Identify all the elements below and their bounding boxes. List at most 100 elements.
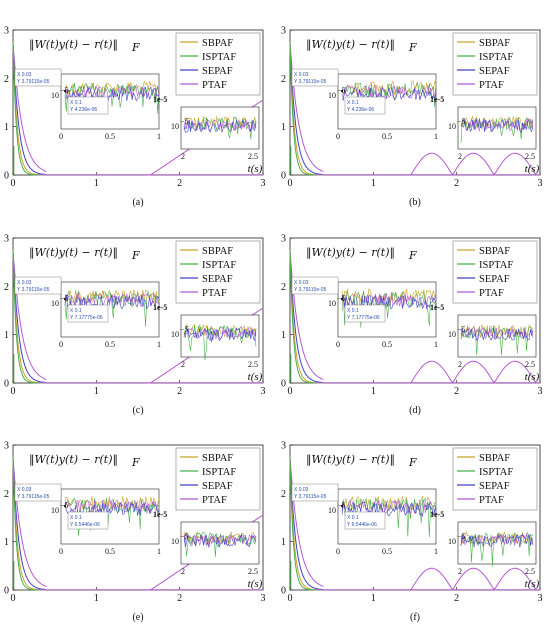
series-line: [289, 250, 324, 384]
x-tick-label: 3: [261, 178, 266, 189]
data-tip-x: X 0.03: [17, 72, 32, 78]
inset-series-line: [64, 83, 160, 114]
y-tick-label: 1: [4, 330, 9, 341]
inset-series-line: [460, 118, 534, 134]
data-tip-x: X 0.03: [294, 280, 309, 286]
series-line: [12, 457, 47, 591]
inset-series-line: [341, 82, 437, 112]
y-tick-label: 2: [281, 489, 286, 500]
inset-y-label-exp: −5: [180, 117, 189, 126]
y-tick-label: 1: [4, 537, 9, 548]
legend-label: SEPAF: [479, 66, 510, 77]
chart-title: ‖W(t)y(t) − r(t)‖: [306, 38, 395, 52]
legend-label: ISPTAF: [202, 260, 236, 271]
data-tip-x: X 0.1: [347, 100, 359, 106]
series-line: [12, 457, 47, 591]
inset-x-tick-label: 0: [59, 547, 63, 556]
inset-series-line: [183, 118, 257, 133]
data-tip-box: [344, 96, 386, 115]
legend-label: ISPTAF: [202, 467, 236, 478]
chart-panel: 0 1 2 3 0 1 2 3 ‖W(t)y(t) − r(t)‖ F SBPAF ISPTAF SEP…: [281, 441, 543, 624]
y-tick-label: 0: [4, 171, 9, 182]
data-tip-y: Y 3.79115e-05: [294, 494, 327, 500]
panel-caption: (f): [410, 612, 420, 623]
data-tip-box: [67, 96, 109, 115]
data-tip-y: Y 6.5446e-06: [347, 522, 377, 528]
x-axis-label: t(s): [525, 163, 540, 175]
inset-exponent: 1e-5: [430, 95, 444, 104]
y-tick-label: 3: [281, 234, 286, 245]
legend-label: SEPAF: [479, 274, 510, 285]
inset-series-line: [183, 119, 257, 133]
inset-series-line: [341, 80, 437, 96]
x-tick-label: 3: [261, 386, 266, 397]
inset-x-tick-label: 0: [59, 340, 63, 349]
inset-x-tick-label: 1: [157, 132, 161, 141]
data-tip-y: Y 3.79115e-05: [17, 494, 50, 500]
inset-x-tick-label: 2: [181, 360, 185, 369]
legend-box: [452, 32, 538, 96]
data-tip-x: X 0.03: [294, 72, 309, 78]
inset-x-tick-label: 2.5: [525, 360, 535, 369]
legend-box: [452, 240, 538, 304]
y-tick-label: 2: [4, 282, 9, 293]
series-line: [289, 457, 324, 591]
chart-panel: 0 1 2 3 0 1 2 3 ‖W(t)y(t) − r(t)‖ F SBPAF ISPTAF SEP…: [4, 234, 266, 417]
legend-label: SEPAF: [202, 66, 233, 77]
inset-series-line: [183, 533, 257, 549]
inset-y-label: 10: [448, 537, 456, 546]
inset-series-line: [64, 294, 160, 310]
chart-title-subscript: F: [408, 456, 417, 469]
data-tip-box: [291, 68, 339, 87]
data-tip-x: X 0.1: [70, 515, 82, 521]
chart-title-subscript: F: [131, 249, 140, 262]
x-tick-label: 0: [288, 386, 293, 397]
y-tick-label: 0: [4, 379, 9, 390]
x-tick-label: 0: [11, 386, 16, 397]
x-tick-label: 2: [177, 593, 182, 604]
x-tick-label: 1: [94, 178, 99, 189]
inset-x-tick-label: 1: [434, 340, 438, 349]
inset-exponent: 1e-5: [430, 510, 444, 519]
y-tick-label: 0: [281, 379, 286, 390]
inset-x-tick-label: 0.5: [382, 340, 392, 349]
data-tip-x: X 0.1: [347, 515, 359, 521]
x-tick-label: 0: [288, 178, 293, 189]
y-tick-label: 1: [281, 122, 286, 133]
inset-x-tick-label: 2: [181, 152, 185, 161]
panel-caption: (b): [409, 197, 421, 208]
legend-box: [452, 447, 538, 511]
legend-label: PTAF: [479, 495, 504, 506]
legend-box: [175, 240, 261, 304]
panel-caption: (c): [132, 405, 143, 416]
y-tick-label: 0: [281, 171, 286, 182]
legend-label: SBPAF: [202, 38, 233, 49]
series-line: [12, 250, 47, 380]
y-tick-label: 3: [4, 26, 9, 37]
data-tip-box: [291, 483, 339, 502]
x-tick-label: 1: [94, 593, 99, 604]
series-line: [12, 250, 47, 384]
legend-label: SBPAF: [479, 246, 510, 257]
inset-exponent: 1e-5: [153, 510, 167, 519]
data-tip-box: [344, 511, 386, 530]
legend-box: [175, 32, 261, 96]
inset-y-label: 10: [171, 330, 179, 339]
x-tick-label: 2: [454, 593, 459, 604]
inset-series-line: [341, 498, 437, 515]
y-tick-label: 1: [4, 122, 9, 133]
inset-y-label-exp: −5: [180, 325, 189, 334]
data-tip-y: Y 3.79115e-05: [17, 287, 50, 293]
legend-label: SBPAF: [479, 453, 510, 464]
series-line: [289, 42, 324, 176]
inset-x-tick-label: 2: [181, 567, 185, 576]
legend-label: ISPTAF: [479, 260, 513, 271]
inset-x-tick-label: 2: [458, 152, 462, 161]
panel-caption: (a): [132, 197, 143, 208]
series-line: [289, 457, 324, 591]
series-line: [410, 567, 537, 591]
y-tick-label: 3: [4, 441, 9, 452]
chart-title-subscript: F: [131, 41, 140, 54]
series-line: [410, 360, 537, 384]
data-tip-marker: [63, 504, 67, 508]
